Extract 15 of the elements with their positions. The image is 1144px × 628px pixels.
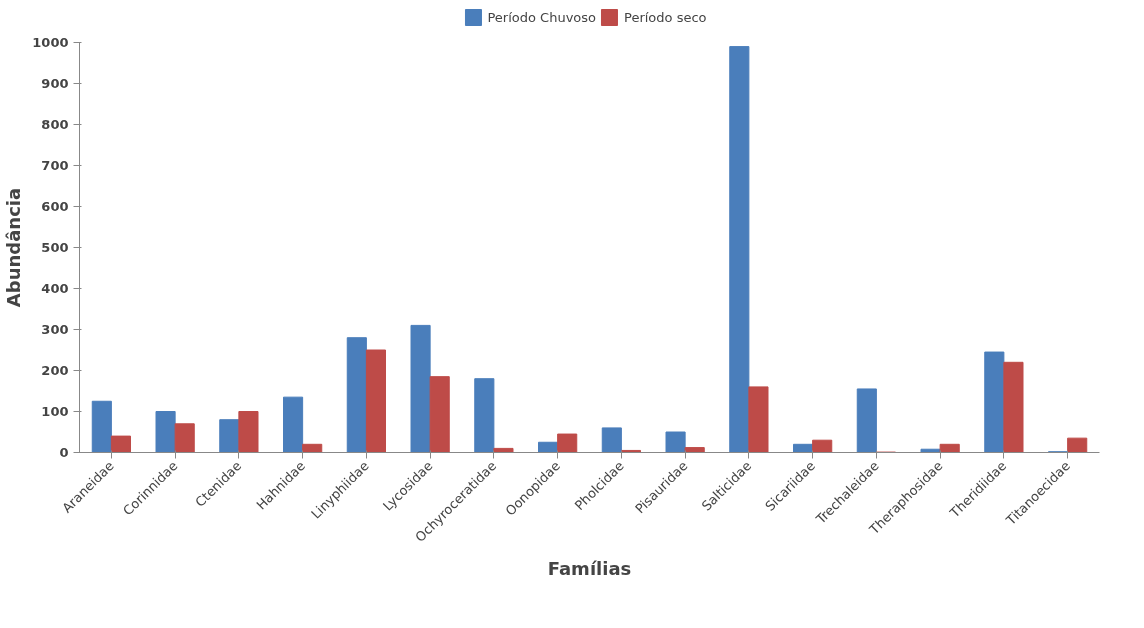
y-tick-label: 200 — [41, 363, 69, 378]
y-tick-label: 0 — [59, 445, 69, 460]
y-tick-label: 1000 — [32, 35, 69, 50]
y-tick-label: 500 — [41, 240, 69, 255]
legend-label: Período seco — [624, 9, 707, 25]
y-axis-title: Abundância — [3, 187, 25, 308]
y-tick-label: 300 — [41, 322, 69, 337]
x-axis-title: Famílias — [547, 558, 632, 580]
y-tick-label: 800 — [41, 117, 69, 132]
y-tick-label: 400 — [41, 281, 69, 296]
y-tick-label: 700 — [41, 158, 69, 173]
y-tick-label: 100 — [41, 404, 69, 419]
legend-label: Período Chuvoso — [487, 9, 597, 25]
y-tick-label: 900 — [41, 76, 69, 91]
y-tick-label: 600 — [41, 199, 69, 214]
